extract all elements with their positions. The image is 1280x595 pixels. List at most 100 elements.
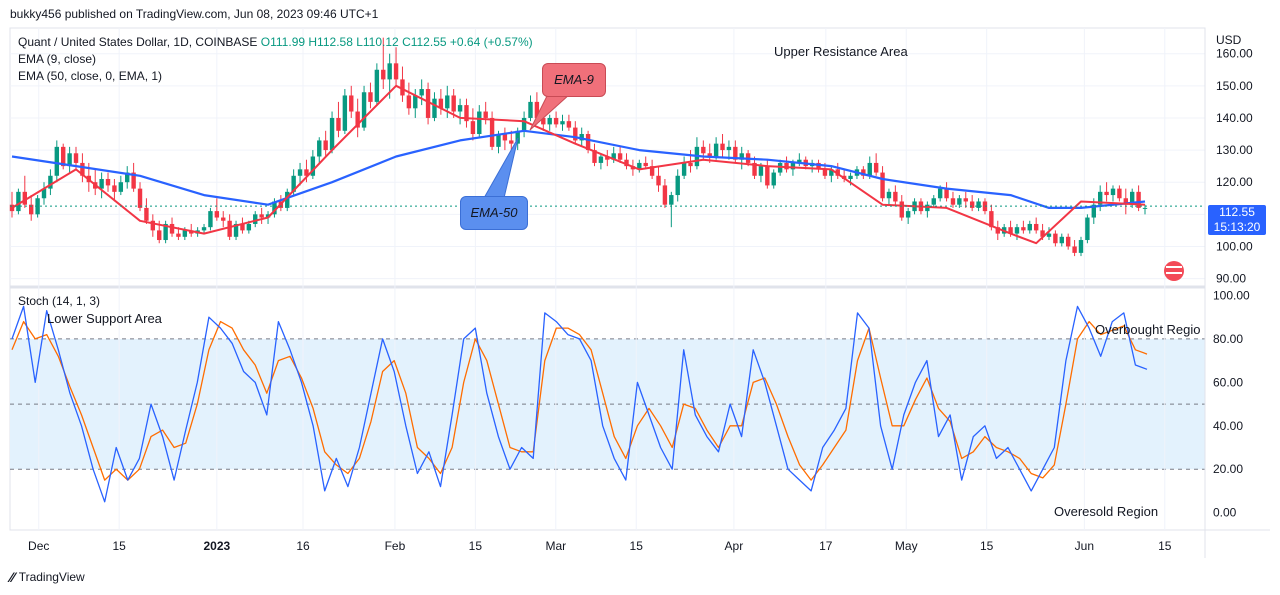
ema50-legend[interactable]: EMA (50, close, 0, EMA, 1) bbox=[18, 69, 163, 83]
candle-body bbox=[144, 207, 149, 221]
candle-body bbox=[240, 223, 245, 231]
candle-body bbox=[413, 95, 418, 109]
candle-body bbox=[381, 69, 386, 80]
candle-body bbox=[182, 230, 188, 237]
candle-body bbox=[445, 95, 450, 109]
candle-body bbox=[598, 156, 604, 163]
candle-body bbox=[758, 166, 764, 176]
candle-body bbox=[329, 117, 335, 151]
candle-body bbox=[406, 95, 412, 109]
candle-body bbox=[125, 172, 130, 183]
candle-body bbox=[656, 175, 661, 186]
candle-body bbox=[208, 211, 213, 228]
candle-body bbox=[528, 101, 533, 118]
candle-body bbox=[1072, 246, 1077, 253]
candle-body bbox=[176, 233, 181, 237]
last-price: 112.55 bbox=[1219, 205, 1255, 219]
time-tick-label: 15 bbox=[1158, 539, 1172, 553]
candle-body bbox=[355, 111, 360, 128]
tradingview-logo: ⁄⁄ TradingView bbox=[10, 569, 85, 585]
price-tick-label: 160.00 bbox=[1216, 47, 1253, 61]
candle-body bbox=[816, 162, 821, 170]
candle-body bbox=[489, 117, 495, 147]
candle-body bbox=[880, 172, 885, 199]
candle-body bbox=[502, 134, 508, 141]
candle-body bbox=[1123, 198, 1128, 205]
time-tick-label: 15 bbox=[630, 539, 644, 553]
candle-body bbox=[214, 211, 220, 218]
candle-body bbox=[29, 204, 34, 215]
candle-body bbox=[1027, 223, 1032, 231]
time-tick-label: 15 bbox=[112, 539, 126, 553]
candle-body bbox=[496, 134, 501, 147]
candle-body bbox=[688, 162, 693, 167]
candle-body bbox=[765, 166, 770, 186]
candle-body bbox=[393, 63, 399, 80]
candle-body bbox=[1110, 188, 1116, 196]
candle-body bbox=[349, 95, 354, 112]
candle-body bbox=[720, 143, 725, 151]
price-tick-label: 100.00 bbox=[1216, 239, 1253, 253]
price-tick-label: 140.00 bbox=[1216, 111, 1253, 125]
candle-body bbox=[797, 159, 802, 163]
candle-body bbox=[112, 185, 117, 192]
candle-body bbox=[560, 121, 565, 125]
candle-body bbox=[1065, 236, 1071, 247]
overbought-label: Overbought Regio bbox=[1095, 322, 1201, 337]
candle-body bbox=[886, 191, 892, 199]
candle-body bbox=[16, 191, 21, 212]
candle-body bbox=[35, 198, 40, 215]
candle-body bbox=[752, 162, 757, 176]
candle-body bbox=[1059, 236, 1064, 244]
candle-body bbox=[432, 98, 437, 118]
candle-body bbox=[477, 111, 482, 135]
candle-body bbox=[995, 227, 1000, 234]
candle-body bbox=[1021, 227, 1026, 231]
candle-body bbox=[1129, 191, 1135, 205]
tradingview-brand: TradingView bbox=[18, 570, 85, 584]
candle-body bbox=[483, 111, 488, 118]
candle-body bbox=[649, 166, 655, 176]
candle-body bbox=[291, 175, 296, 192]
candle-body bbox=[726, 146, 732, 151]
candle-body bbox=[643, 162, 648, 167]
candle-body bbox=[822, 169, 828, 176]
candle-body bbox=[566, 121, 572, 128]
symbol-legend: Quant / United States Dollar, 1D, COINBA… bbox=[18, 35, 533, 49]
candle-body bbox=[617, 153, 623, 160]
candle-body bbox=[1104, 191, 1109, 196]
candle-body bbox=[515, 130, 520, 144]
time-tick-label: Feb bbox=[385, 539, 406, 553]
candle-body bbox=[464, 105, 469, 122]
candle-body bbox=[310, 156, 316, 176]
candle-body bbox=[1142, 207, 1148, 209]
candle-body bbox=[624, 159, 629, 167]
lower-support-label: Lower Support Area bbox=[47, 311, 162, 326]
stoch-legend[interactable]: Stoch (14, 1, 3) bbox=[18, 294, 101, 308]
symbol-name: Quant / United States Dollar, 1D, COINBA… bbox=[18, 35, 258, 49]
candle-body bbox=[41, 188, 47, 199]
candle-body bbox=[1014, 227, 1020, 234]
us-flag-icon bbox=[1164, 261, 1184, 281]
candle-body bbox=[201, 227, 207, 231]
candle-body bbox=[99, 178, 104, 189]
time-tick-label: 2023 bbox=[203, 539, 230, 553]
candle-body bbox=[982, 201, 988, 212]
time-tick-label: Apr bbox=[725, 539, 744, 553]
candle-body bbox=[963, 198, 968, 202]
candle-body bbox=[285, 191, 290, 208]
ema50-callout-pointer bbox=[483, 137, 519, 199]
stoch-tick-label: 0.00 bbox=[1213, 506, 1237, 520]
candle-body bbox=[707, 153, 712, 157]
candle-body bbox=[957, 198, 962, 205]
candle-body bbox=[771, 172, 776, 186]
candle-body bbox=[265, 214, 271, 218]
candle-body bbox=[835, 169, 840, 176]
candle-body bbox=[893, 191, 898, 202]
candle-body bbox=[54, 146, 60, 176]
ema9-legend[interactable]: EMA (9, close) bbox=[18, 52, 97, 66]
candle-body bbox=[669, 195, 674, 205]
candle-body bbox=[272, 201, 277, 215]
candle-body bbox=[950, 198, 956, 205]
